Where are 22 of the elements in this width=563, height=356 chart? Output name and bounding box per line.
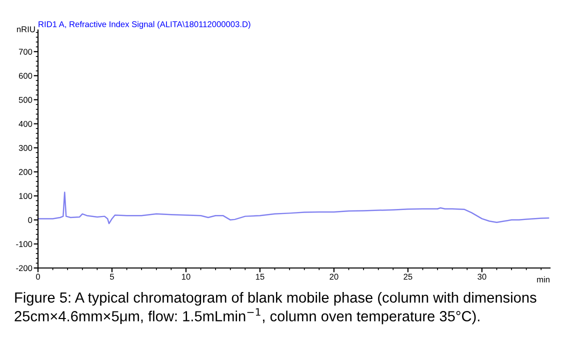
x-tick-label: 30 [478, 274, 486, 280]
x-tick-label: 20 [330, 274, 338, 280]
x-tick-label: 0 [36, 274, 40, 280]
x-tick-label: 5 [110, 274, 114, 280]
chart-title: RID1 A, Refractive Index Signal (ALITA\180112000003.D) [38, 21, 250, 29]
y-tick-label: 400 [18, 120, 32, 127]
y-axis-title: nRIU [17, 26, 35, 32]
y-tick-label: -100 [16, 241, 32, 248]
x-tick-label: 25 [404, 274, 412, 280]
y-tick-label: -200 [16, 265, 32, 272]
y-tick-label: 300 [18, 145, 32, 151]
line-series [38, 192, 550, 224]
x-axis-title: min [537, 276, 550, 282]
y-tick-label: 200 [18, 169, 32, 175]
x-tick-label: 10 [182, 274, 190, 280]
y-tick-label: 500 [18, 96, 32, 103]
y-tick-label: 700 [18, 48, 32, 55]
y-tick-label: 100 [19, 193, 32, 199]
y-tick-label: 600 [18, 72, 32, 79]
y-tick-label: 0 [28, 217, 32, 224]
x-tick-label: 15 [256, 274, 264, 280]
caption: Figure 5: A typical chromatogram of blank mobile phase (column with dimensions 25cm×4.6mm×5μm, flow: 1.5mLmin$^{−1}$, column oven temperature 35°C). [14, 292, 536, 324]
